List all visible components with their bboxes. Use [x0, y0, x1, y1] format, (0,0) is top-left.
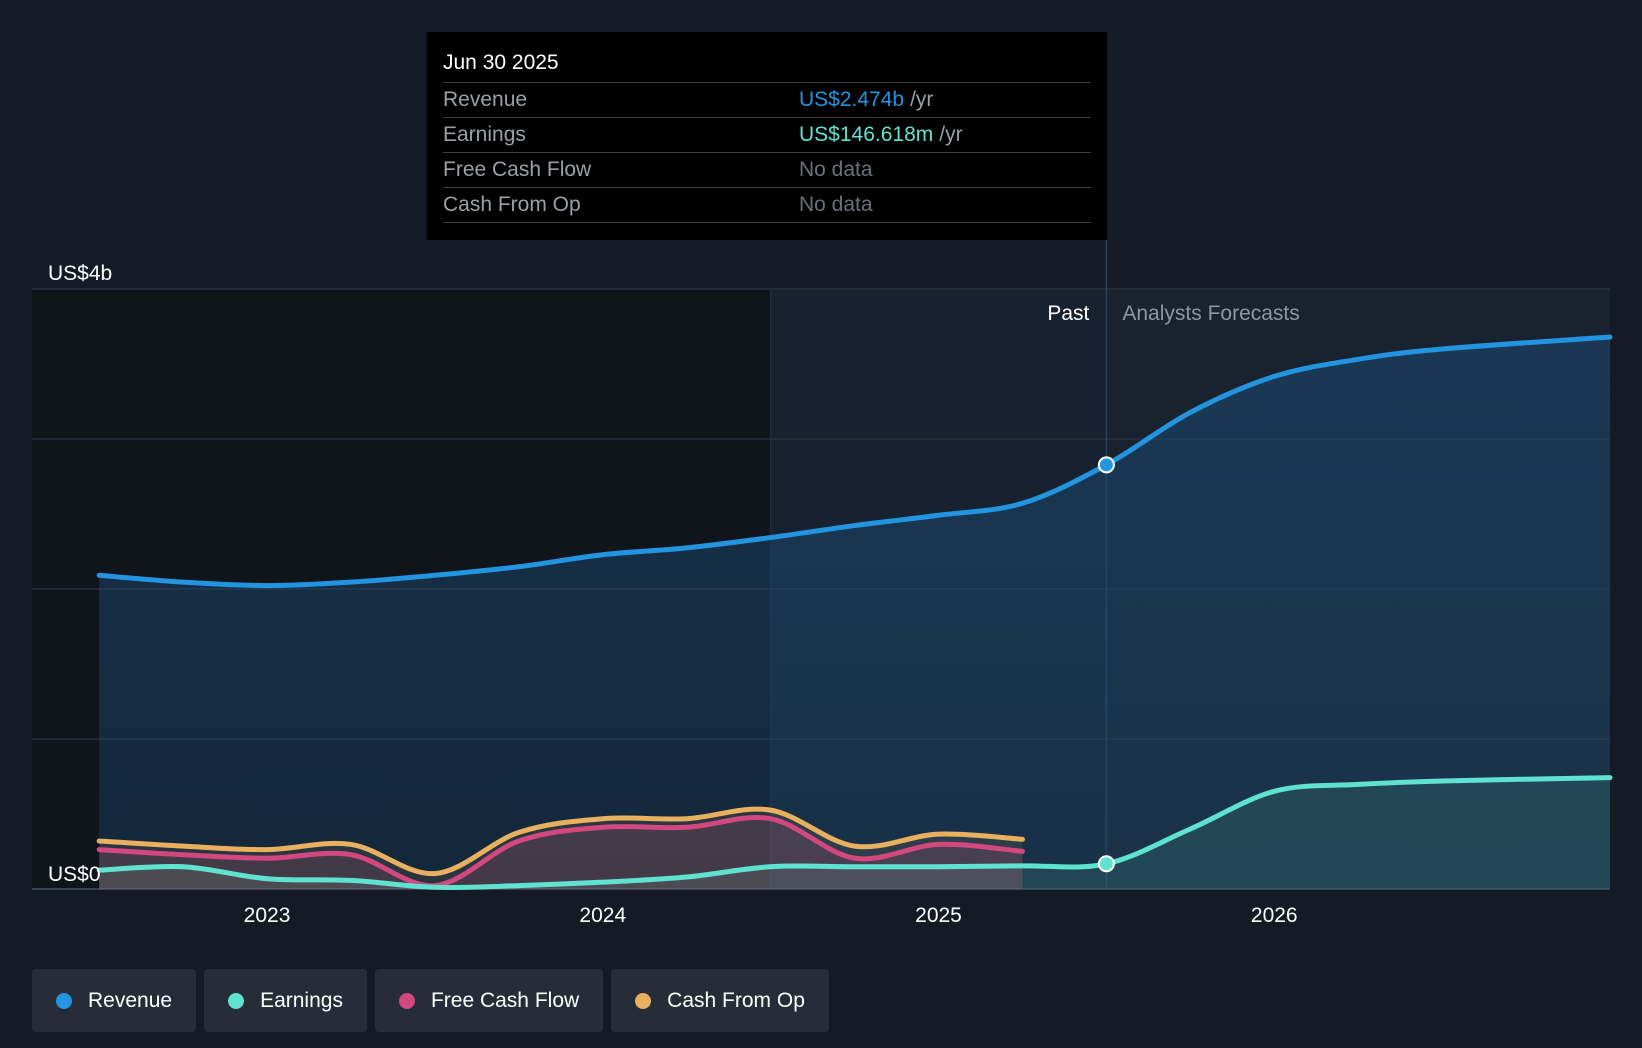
revenue-dot-icon — [56, 992, 72, 1009]
tooltip-value: US$2.474b — [799, 88, 905, 111]
revenue-line — [96, 334, 1613, 589]
x-tick-label: 2026 — [1251, 904, 1298, 927]
legend-label: Cash From Op — [667, 988, 805, 1012]
x-tick-label: 2023 — [244, 904, 291, 927]
tooltip-value: No data — [799, 158, 873, 181]
tooltip-date: Jun 30 2025 — [443, 46, 1091, 83]
tooltip-row-free-cash-flow: Free Cash Flow No data — [443, 153, 1091, 188]
tooltip-value: US$146.618m — [799, 123, 934, 146]
cash-from-op-line — [96, 806, 1025, 877]
tooltip-label: Free Cash Flow — [443, 158, 592, 181]
tooltip-unit: /yr — [939, 123, 963, 146]
legend-item-earnings[interactable]: Earnings — [204, 969, 367, 1032]
free-cash-flow-area — [99, 817, 1023, 889]
x-tick-label: 2025 — [915, 904, 962, 927]
revenue-earnings-chart: US$4b US$0 2023 2024 2025 2026 Past Analysts Fo… — [32, 240, 1613, 927]
legend-label: Earnings — [260, 988, 343, 1012]
data-tooltip: Jun 30 2025 Revenue US$2.474b /yr Earnin… — [427, 32, 1107, 240]
x-tick-label: 2024 — [579, 904, 626, 927]
earnings-dot-icon — [228, 992, 245, 1009]
legend-item-revenue[interactable]: Revenue — [32, 969, 197, 1032]
tooltip-row-revenue: Revenue US$2.474b /yr — [443, 83, 1091, 118]
tooltip-label: Earnings — [443, 123, 526, 146]
past-label: Past — [1047, 302, 1089, 325]
revenue-area — [99, 337, 1611, 889]
free-cash-flow-line — [96, 814, 1025, 889]
tooltip-row-earnings: Earnings US$146.618m /yr — [443, 118, 1091, 153]
cash-from-op-dot-icon — [635, 992, 652, 1009]
legend-item-free-cash-flow[interactable]: Free Cash Flow — [374, 969, 604, 1032]
revenue-point — [1097, 456, 1115, 474]
y-tick-label: US$4b — [48, 262, 112, 285]
earnings-point — [1097, 855, 1115, 873]
earnings-line — [96, 775, 1613, 891]
tooltip-label: Revenue — [443, 88, 528, 111]
tooltip-value: No data — [799, 193, 873, 216]
legend-label: Revenue — [88, 988, 173, 1012]
free-cash-flow-dot-icon — [398, 992, 415, 1009]
tooltip-row-cash-from-op: Cash From Op No data — [443, 188, 1091, 223]
legend-item-cash-from-op[interactable]: Cash From Op — [611, 969, 829, 1032]
chart-legend: Revenue Earnings Free Cash Flow Cash Fro… — [32, 969, 829, 1032]
tooltip-label: Cash From Op — [443, 193, 581, 216]
forecast-label: Analysts Forecasts — [1122, 302, 1299, 325]
legend-label: Free Cash Flow — [430, 988, 580, 1012]
earnings-area — [99, 777, 1611, 889]
y-tick-label: US$0 — [48, 863, 101, 886]
tooltip-unit: /yr — [910, 88, 934, 111]
